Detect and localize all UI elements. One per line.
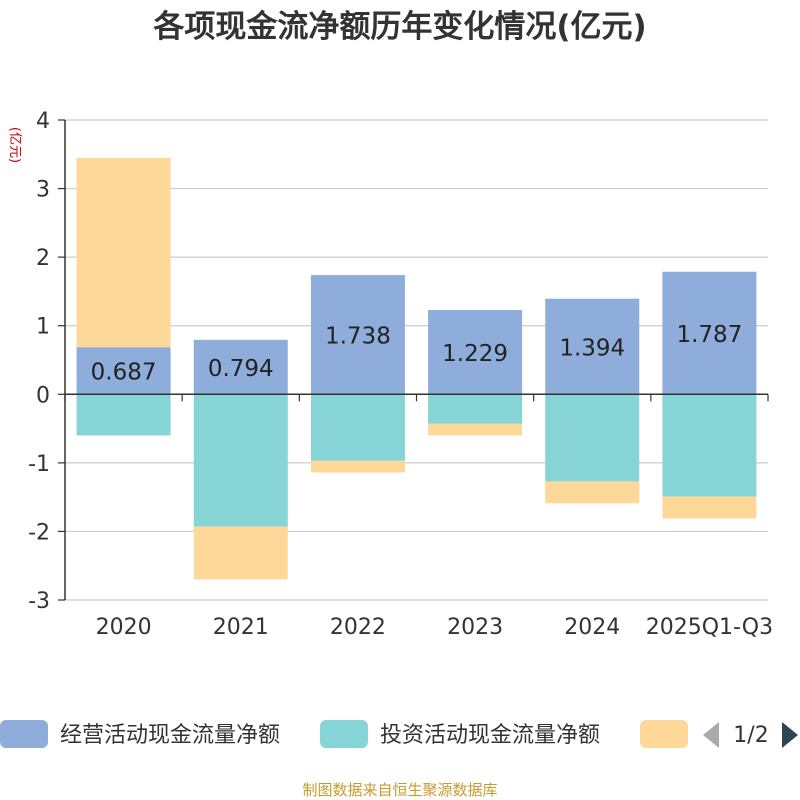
bar-series-3-2024 bbox=[545, 481, 640, 504]
data-label: 1.738 bbox=[325, 324, 391, 350]
data-label: 1.229 bbox=[442, 341, 508, 367]
bar-series-1-2024 bbox=[545, 298, 640, 395]
bar-series-1-2021 bbox=[193, 339, 288, 395]
y-tick-label: 1 bbox=[36, 315, 50, 340]
bar-series-2-2025Q1-Q3 bbox=[662, 394, 757, 497]
bar-series-2-2024 bbox=[545, 394, 640, 482]
source-note: 制图数据来自恒生聚源数据库 bbox=[302, 781, 497, 799]
bar-series-3-2020 bbox=[76, 157, 171, 348]
bar-series-3-2021 bbox=[193, 526, 288, 580]
bar-series-2-2020 bbox=[76, 394, 171, 436]
bar-series-1-2022 bbox=[310, 275, 405, 395]
labels-layer: 0.687 0.794 1.738 1.229 1.394 1.787 bbox=[91, 322, 743, 386]
legend-next-icon[interactable] bbox=[782, 722, 798, 748]
y-tick-label: 3 bbox=[36, 178, 50, 203]
x-tick-label: 2020 bbox=[96, 615, 152, 640]
x-tick-label: 2025Q1-Q3 bbox=[646, 615, 773, 640]
bar-series-3-2025Q1-Q3 bbox=[662, 496, 757, 519]
bar-series-3-2022 bbox=[310, 460, 405, 473]
y-tick-label: 4 bbox=[36, 109, 50, 134]
y-tick-label: 2 bbox=[36, 246, 50, 271]
bar-series-2-2021 bbox=[193, 394, 288, 527]
bars-layer bbox=[76, 157, 757, 580]
x-tick-label: 2024 bbox=[564, 615, 620, 640]
legend: 经营活动现金流量净额 投资活动现金流量净额 1/2 bbox=[0, 720, 798, 748]
x-tick-label: 2022 bbox=[330, 615, 386, 640]
bar-series-3-2023 bbox=[428, 423, 523, 436]
y-tick-label: 0 bbox=[36, 383, 50, 408]
bar-series-1-2023 bbox=[428, 310, 523, 395]
bar-series-1-2020 bbox=[76, 347, 171, 395]
legend-swatch[interactable] bbox=[320, 720, 368, 748]
y-tick-label: -1 bbox=[28, 452, 50, 477]
legend-label[interactable]: 经营活动现金流量净额 bbox=[60, 723, 280, 748]
bar-series-2-2022 bbox=[310, 394, 405, 461]
data-label: 1.394 bbox=[559, 335, 625, 361]
data-label: 1.787 bbox=[676, 322, 742, 348]
legend-swatch[interactable] bbox=[640, 720, 688, 748]
data-label: 0.794 bbox=[208, 356, 274, 382]
y-axis-label: (亿元) bbox=[7, 127, 22, 163]
legend-page-indicator: 1/2 bbox=[733, 723, 768, 748]
y-tick-label: -3 bbox=[28, 589, 50, 614]
legend-label[interactable]: 投资活动现金流量净额 bbox=[380, 723, 600, 748]
x-tick-label: 2023 bbox=[447, 615, 503, 640]
legend-swatch[interactable] bbox=[0, 720, 48, 748]
bar-series-2-2023 bbox=[428, 394, 523, 424]
grid-layer bbox=[65, 119, 768, 601]
axis-layer: 4 3 2 1 0 -1 -2 -3 2020 2021 2022 2023 2024 2025Q1-Q3 bbox=[28, 109, 773, 640]
chart-title: 各项现金流净额历年变化情况(亿元) bbox=[152, 9, 646, 45]
y-tick-label: -2 bbox=[28, 520, 50, 545]
bar-series-1-2025Q1-Q3 bbox=[662, 271, 757, 395]
data-label: 0.687 bbox=[91, 360, 157, 386]
x-tick-label: 2021 bbox=[213, 615, 269, 640]
legend-prev-icon[interactable] bbox=[703, 722, 719, 748]
